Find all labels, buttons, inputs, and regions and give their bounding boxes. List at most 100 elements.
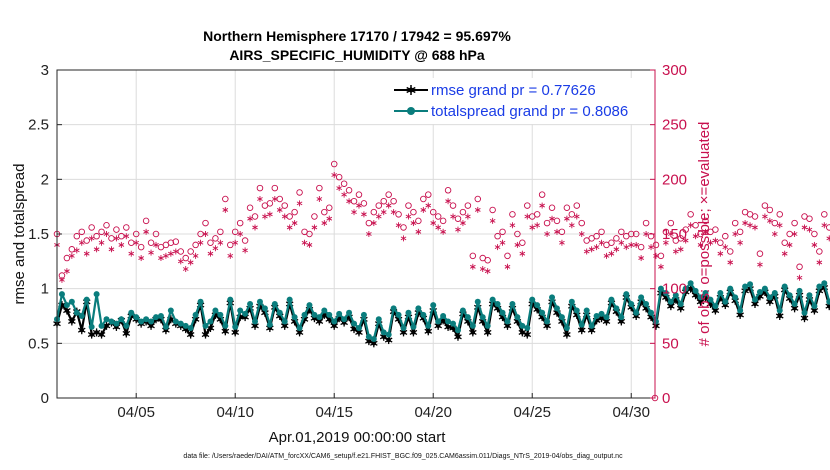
rmse-point — [483, 328, 492, 337]
totalspread-point — [212, 307, 219, 314]
totalspread-point — [469, 322, 476, 329]
obs-evaluated-point — [405, 213, 412, 220]
totalspread-point — [256, 298, 263, 305]
right-y-tick-label: 100 — [662, 281, 687, 298]
obs-evaluated-point — [385, 202, 392, 209]
obs-possible-point — [464, 202, 472, 209]
obs-possible-point — [405, 202, 412, 209]
obs-possible-point — [524, 202, 531, 209]
obs-possible-point — [83, 237, 90, 244]
y-tick-label: 1 — [41, 281, 49, 298]
rmse-point — [97, 330, 106, 339]
obs-possible-point — [192, 241, 199, 249]
obs-evaluated-point — [593, 244, 600, 251]
obs-possible-point — [152, 230, 160, 238]
obs-evaluated-point — [569, 222, 575, 229]
totalspread-point — [73, 309, 80, 316]
obs-evaluated-point — [380, 209, 387, 216]
totalspread-point — [118, 316, 125, 323]
obs-evaluated-point — [346, 198, 352, 205]
totalspread-point — [761, 285, 768, 292]
obs-possible-point — [806, 215, 813, 222]
totalspread-point — [395, 311, 402, 318]
x-tick-label: 04/25 — [513, 404, 551, 421]
obs-evaluated-point — [341, 191, 347, 198]
totalspread-point — [331, 318, 338, 325]
totalspread-point — [370, 335, 377, 342]
right-y-tick-label: 150 — [662, 226, 687, 243]
obs-evaluated-point — [717, 250, 724, 257]
obs-evaluated-point — [613, 246, 620, 253]
obs-possible-point — [667, 219, 675, 227]
obs-evaluated-point — [573, 213, 580, 220]
totalspread-point — [652, 318, 659, 325]
obs-possible-point — [786, 230, 793, 238]
obs-possible-point — [717, 239, 724, 246]
obs-possible-point — [514, 230, 521, 238]
obs-evaluated-point — [623, 244, 630, 251]
totalspread-point — [172, 318, 179, 325]
obs-evaluated-point — [727, 259, 734, 266]
obs-evaluated-point — [123, 233, 130, 240]
x-tick-label: 04/10 — [216, 404, 254, 421]
totalspread-point — [588, 322, 595, 329]
obs-possible-point — [256, 184, 264, 192]
obs-possible-point — [420, 195, 427, 203]
totalspread-point — [316, 314, 323, 321]
obs-evaluated-point — [148, 249, 154, 256]
y-tick-label: 2 — [41, 171, 49, 188]
totalspread-point — [751, 296, 758, 303]
obs-possible-point — [137, 243, 145, 251]
obs-evaluated-point — [499, 239, 506, 246]
obs-possible-point — [568, 211, 576, 218]
obs-possible-point — [68, 246, 76, 253]
totalspread-point — [702, 290, 709, 297]
rmse-point — [454, 332, 462, 341]
obs-evaluated-point — [366, 231, 372, 237]
x-tick-label: 04/15 — [315, 404, 353, 421]
obs-possible-point — [236, 219, 244, 227]
totalspread-point — [618, 314, 625, 321]
totalspread-point — [311, 311, 318, 318]
y-tick-label: 3 — [41, 62, 49, 79]
obs-possible-point — [390, 197, 397, 205]
obs-evaluated-point — [588, 246, 595, 253]
obs-evaluated-point — [811, 241, 818, 248]
obs-possible-point — [172, 238, 180, 245]
y-tick-label: 1.5 — [28, 226, 49, 243]
obs-evaluated-point — [375, 213, 382, 220]
totalspread-point — [202, 322, 209, 329]
totalspread-point — [667, 298, 674, 305]
obs-possible-point — [504, 252, 511, 260]
obs-evaluated-point — [677, 246, 684, 253]
obs-possible-point — [657, 252, 665, 260]
totalspread-point — [672, 292, 679, 299]
obs-possible-point — [429, 208, 437, 216]
obs-evaluated-point — [752, 224, 758, 231]
obs-evaluated-point — [420, 206, 427, 213]
totalspread-point — [494, 300, 501, 307]
totalspread-point — [83, 296, 90, 303]
rmse-point — [68, 317, 76, 326]
obs-possible-point — [618, 228, 625, 236]
totalspread-point — [697, 294, 704, 301]
obs-evaluated-point — [133, 239, 140, 246]
totalspread-point — [662, 290, 669, 297]
obs-possible-point — [776, 211, 783, 218]
obs-possible-point — [281, 202, 288, 209]
obs-possible-point — [469, 252, 477, 260]
rmse-point — [711, 306, 720, 315]
obs-evaluated-point — [400, 235, 407, 242]
rmse-point — [92, 328, 101, 337]
obs-possible-point — [132, 230, 140, 238]
obs-evaluated-point — [187, 259, 194, 266]
totalspread-point — [603, 314, 610, 321]
obs-possible-point — [370, 208, 378, 216]
totalspread-point — [633, 309, 640, 316]
obs-evaluated-point — [73, 247, 80, 254]
obs-evaluated-point — [648, 244, 654, 251]
obs-possible-point — [108, 235, 115, 242]
totalspread-point — [534, 302, 541, 309]
obs-evaluated-point — [786, 241, 793, 248]
